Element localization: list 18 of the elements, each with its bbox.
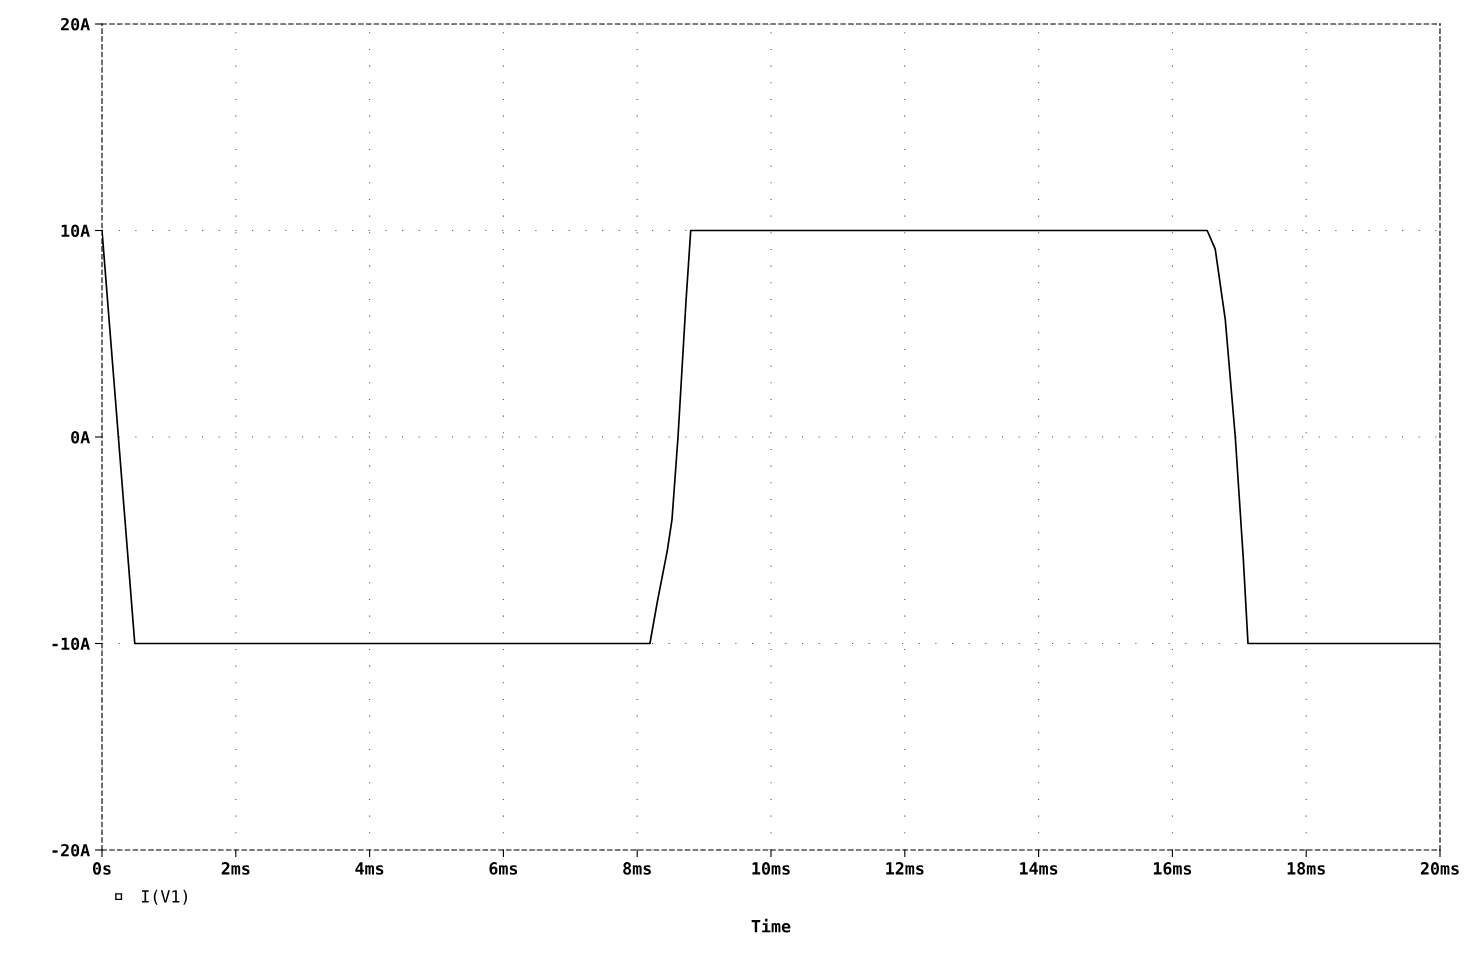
x-tick-label: 2ms <box>221 862 250 875</box>
x-tick-label: 20ms <box>1420 862 1459 875</box>
x-tick-label: 10ms <box>752 862 790 875</box>
y-tick-label: 10A <box>61 224 90 238</box>
legend-label: I(V1) <box>141 889 188 905</box>
x-tick-label: 14ms <box>1020 862 1058 875</box>
y-tick-label: -10A <box>52 637 90 651</box>
y-tick-label: -20A <box>52 843 90 857</box>
x-tick-label: 4ms <box>355 862 384 875</box>
y-tick-label: 20A <box>61 17 90 31</box>
x-tick-label: 18ms <box>1287 862 1325 875</box>
x-tick-label: 8ms <box>623 862 651 875</box>
x-tick-label: 12ms <box>886 862 924 875</box>
y-tick-label: 0A <box>71 430 90 444</box>
x-tick-label: 16ms <box>1153 862 1192 875</box>
x-axis-title: Time <box>751 918 791 933</box>
x-tick-label: 6ms <box>489 862 518 875</box>
x-tick-label: 0s <box>92 862 111 875</box>
